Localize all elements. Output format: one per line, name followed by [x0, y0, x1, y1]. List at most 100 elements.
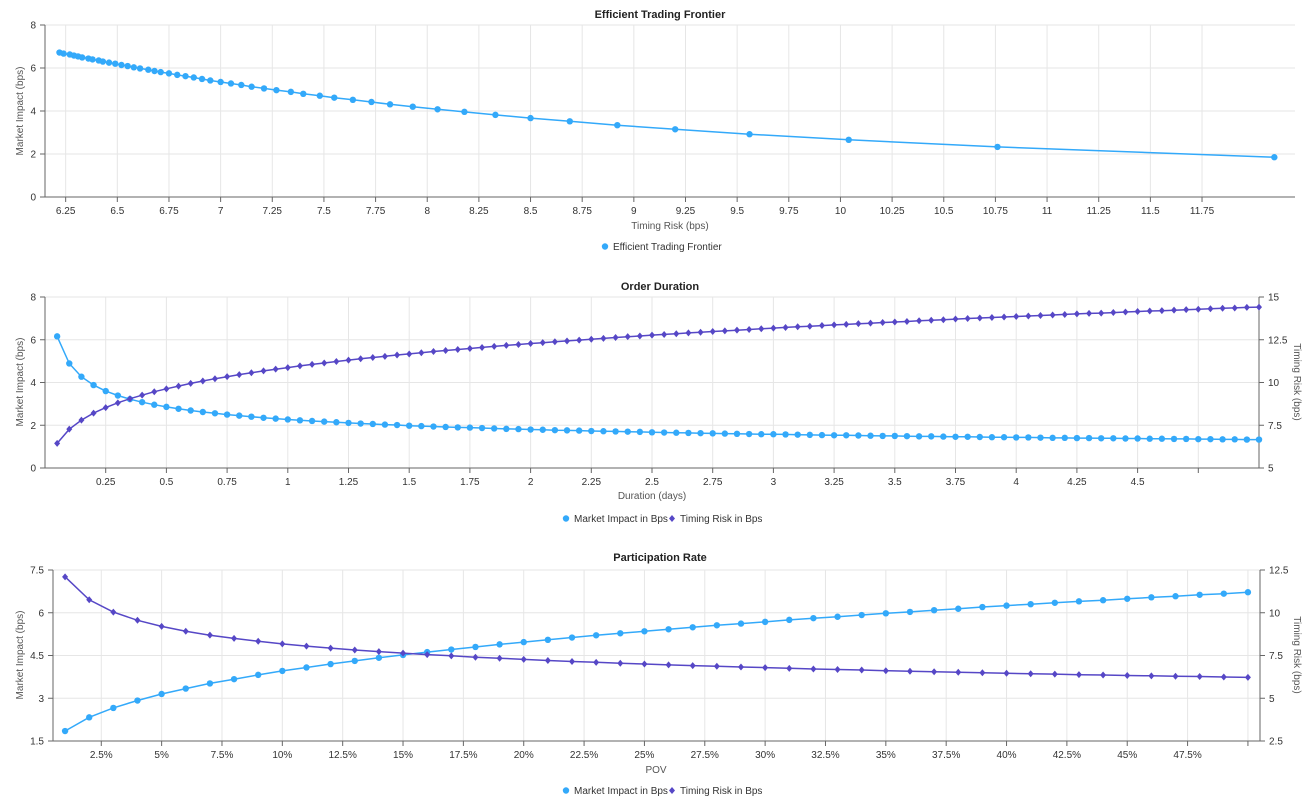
x-tick-label: 2.75: [703, 477, 723, 488]
data-point: [1124, 672, 1131, 680]
x-tick-label: 3.25: [824, 477, 844, 488]
data-point: [527, 114, 534, 122]
legend: Market Impact in Bps Timing Risk in Bps: [562, 786, 762, 797]
data-point: [641, 660, 648, 668]
y-right-tick-label: 10: [1268, 378, 1280, 389]
data-point: [1099, 597, 1107, 604]
x-tick-label: 10.25: [880, 206, 905, 217]
data-point: [810, 665, 817, 673]
data-point: [448, 646, 455, 653]
data-point: [964, 433, 971, 440]
data-point: [758, 431, 765, 438]
x-tick-label: 37.5%: [932, 750, 960, 761]
data-point: [1075, 598, 1083, 605]
data-point: [1243, 303, 1250, 311]
data-point: [551, 426, 559, 434]
data-point: [368, 98, 375, 106]
data-point: [448, 652, 455, 660]
data-point: [649, 331, 655, 339]
data-point: [1231, 436, 1238, 443]
data-point: [976, 433, 983, 441]
data-point: [260, 414, 267, 421]
data-point: [713, 662, 720, 670]
data-point: [287, 88, 295, 96]
data-point: [78, 416, 85, 424]
series-efficient-trading-frontier: [56, 49, 1278, 161]
data-point: [762, 664, 769, 672]
data-point: [551, 338, 558, 346]
x-tick-label: 2.5%: [90, 750, 113, 761]
data-point: [273, 86, 280, 94]
data-point: [163, 403, 170, 411]
x-tick-label: 7.5: [317, 206, 331, 217]
legend-label: Timing Risk in Bps: [680, 514, 762, 525]
data-point: [794, 431, 801, 438]
data-point: [182, 685, 189, 692]
data-point: [1244, 673, 1251, 681]
data-point: [515, 341, 522, 349]
data-point: [1134, 435, 1141, 442]
data-point: [952, 315, 959, 323]
y-tick-label: 8: [30, 21, 36, 32]
legend-marker: [669, 787, 675, 794]
data-point: [879, 432, 886, 440]
data-point: [316, 92, 323, 99]
x-tick-label: 10%: [272, 750, 292, 761]
data-point: [903, 432, 911, 440]
data-point: [472, 643, 479, 651]
data-point: [855, 432, 862, 439]
data-point: [351, 657, 358, 665]
data-point: [600, 334, 607, 342]
data-point: [955, 605, 962, 612]
data-point: [592, 632, 600, 639]
y-right-tick-label: 7.5: [1268, 421, 1282, 432]
data-point: [988, 314, 995, 322]
data-point: [1158, 307, 1165, 315]
data-point: [62, 573, 69, 581]
y-tick-label: 6: [38, 608, 44, 619]
data-point: [940, 433, 947, 440]
data-point: [1207, 435, 1214, 443]
data-point: [617, 630, 624, 637]
data-point: [1219, 304, 1226, 312]
data-point: [60, 50, 67, 57]
data-point: [492, 111, 499, 119]
data-point: [648, 429, 656, 436]
data-point: [1148, 594, 1155, 601]
data-point: [673, 429, 680, 436]
data-point: [89, 56, 96, 63]
chart-title: Participation Rate: [613, 552, 707, 564]
series-line: [64, 576, 1248, 679]
data-point: [1037, 434, 1044, 441]
x-tick-label: 42.5%: [1053, 750, 1081, 761]
data-point: [303, 642, 310, 650]
y-axis-label: Market Impact (bps): [15, 338, 26, 427]
data-point: [867, 319, 874, 327]
data-point: [1049, 311, 1056, 319]
data-point: [110, 704, 117, 712]
x-axis-label: Duration (days): [618, 491, 686, 502]
data-point: [110, 608, 117, 616]
data-point: [520, 638, 527, 646]
x-tick-label: 9.25: [676, 206, 696, 217]
data-point: [782, 431, 789, 438]
data-point: [272, 365, 279, 373]
data-point: [1134, 308, 1141, 316]
data-point: [284, 416, 291, 423]
data-point: [400, 649, 407, 657]
data-point: [124, 62, 131, 70]
data-point: [563, 427, 571, 434]
data-point: [786, 616, 793, 624]
data-point: [600, 428, 607, 435]
data-point: [746, 325, 753, 333]
data-point: [182, 627, 189, 635]
data-point: [994, 143, 1001, 151]
x-tick-label: 20%: [514, 750, 534, 761]
y-tick-label: 4: [30, 378, 36, 389]
data-point: [248, 413, 255, 420]
data-point: [503, 425, 510, 433]
x-tick-label: 2.5: [645, 477, 659, 488]
data-point: [1061, 434, 1068, 442]
data-point: [409, 103, 416, 110]
series-line: [56, 306, 1260, 444]
